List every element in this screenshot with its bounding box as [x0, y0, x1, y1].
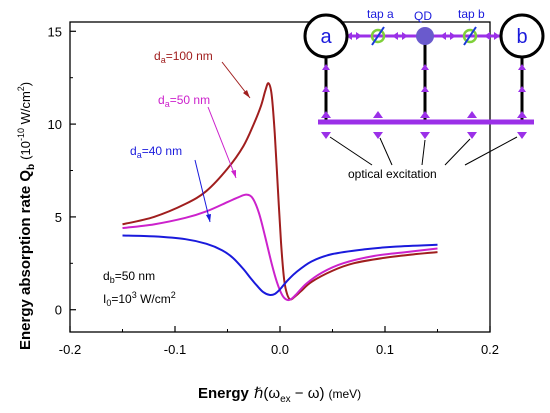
- series-line-1: [122, 193, 438, 302]
- y-axis-title: Energy absorption rate Qb(10-10 W/cm2): [16, 82, 37, 350]
- series-label-100nm: da=100 nm: [154, 49, 251, 99]
- y-tick-label: 15: [48, 24, 62, 39]
- x-tick-label: 0.1: [376, 342, 394, 357]
- node-b-icon: [499, 13, 545, 59]
- inset-schematic: tap a tap b QD a b optical excitation: [303, 7, 545, 181]
- x-tick-label: -0.2: [59, 342, 81, 357]
- x-tick-label: -0.1: [164, 342, 186, 357]
- x-tick-label: 0.2: [481, 342, 499, 357]
- qd-icon: [416, 27, 434, 45]
- tap-b-label: tap b: [458, 7, 485, 21]
- tap-a-label: tap a: [367, 7, 394, 21]
- i0-annotation: I0=103 W/cm2: [103, 290, 176, 308]
- axis-ticks: -0.2 -0.1 0.0 0.1 0.2 0 5 10 15: [48, 24, 500, 357]
- y-tick-label: 5: [55, 210, 62, 225]
- node-b-label: b: [516, 26, 527, 48]
- waveguide-arrow-icons: [321, 32, 527, 139]
- node-a-label: a: [320, 26, 332, 48]
- qd-label: QD: [414, 9, 432, 23]
- tap-b-icon: [462, 26, 478, 46]
- db-annotation: db=50 nm: [103, 269, 155, 285]
- svg-text:da=40 nm: da=40 nm: [130, 144, 182, 160]
- y-tick-label: 10: [48, 117, 62, 132]
- svg-text:da=100 nm: da=100 nm: [154, 49, 213, 65]
- excitation-arrows: [329, 136, 518, 166]
- x-tick-label: 0.0: [271, 342, 289, 357]
- series-lines: [122, 82, 438, 302]
- series-line-0: [122, 82, 438, 301]
- excitation-caption: optical excitation: [348, 167, 437, 181]
- series-label-50nm: da=50 nm: [158, 93, 237, 179]
- svg-text:da=50 nm: da=50 nm: [158, 93, 210, 109]
- node-a-icon: [303, 13, 349, 59]
- tap-a-icon: [370, 26, 386, 46]
- y-tick-label: 0: [55, 303, 62, 318]
- x-axis-title: Energy ℏ(ωex − ω) (meV): [198, 385, 361, 405]
- series-label-40nm: da=40 nm: [130, 144, 211, 223]
- series-line-2: [122, 234, 438, 296]
